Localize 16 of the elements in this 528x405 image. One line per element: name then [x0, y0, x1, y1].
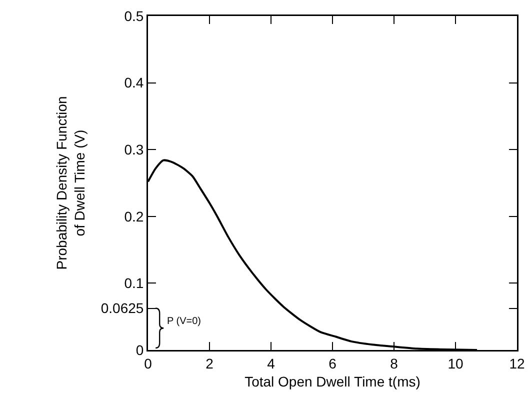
- y-tick-label: 0.3: [124, 142, 144, 158]
- y-axis-title: Probability Density Function of Dwell Time (V): [54, 96, 88, 270]
- y-tick-label: 0.0625: [100, 300, 144, 316]
- y-tick-label: 0.4: [124, 74, 144, 91]
- x-tick-label: 8: [390, 355, 398, 372]
- y-tick-label: 0: [136, 342, 144, 358]
- y-tick-label: 0.1: [124, 275, 144, 292]
- annotation: P (V=0): [167, 316, 201, 327]
- x-tick-label: 4: [267, 355, 276, 372]
- x-tick-label: 12: [509, 355, 525, 372]
- y-tick-label: 0.5: [124, 8, 144, 24]
- x-tick-label: 10: [448, 355, 464, 372]
- x-tick-label: 6: [328, 355, 337, 372]
- x-axis-title: Total Open Dwell Time t(ms): [244, 373, 420, 390]
- y-tick-label: 0.2: [124, 208, 144, 224]
- x-tick-label: 2: [206, 355, 214, 372]
